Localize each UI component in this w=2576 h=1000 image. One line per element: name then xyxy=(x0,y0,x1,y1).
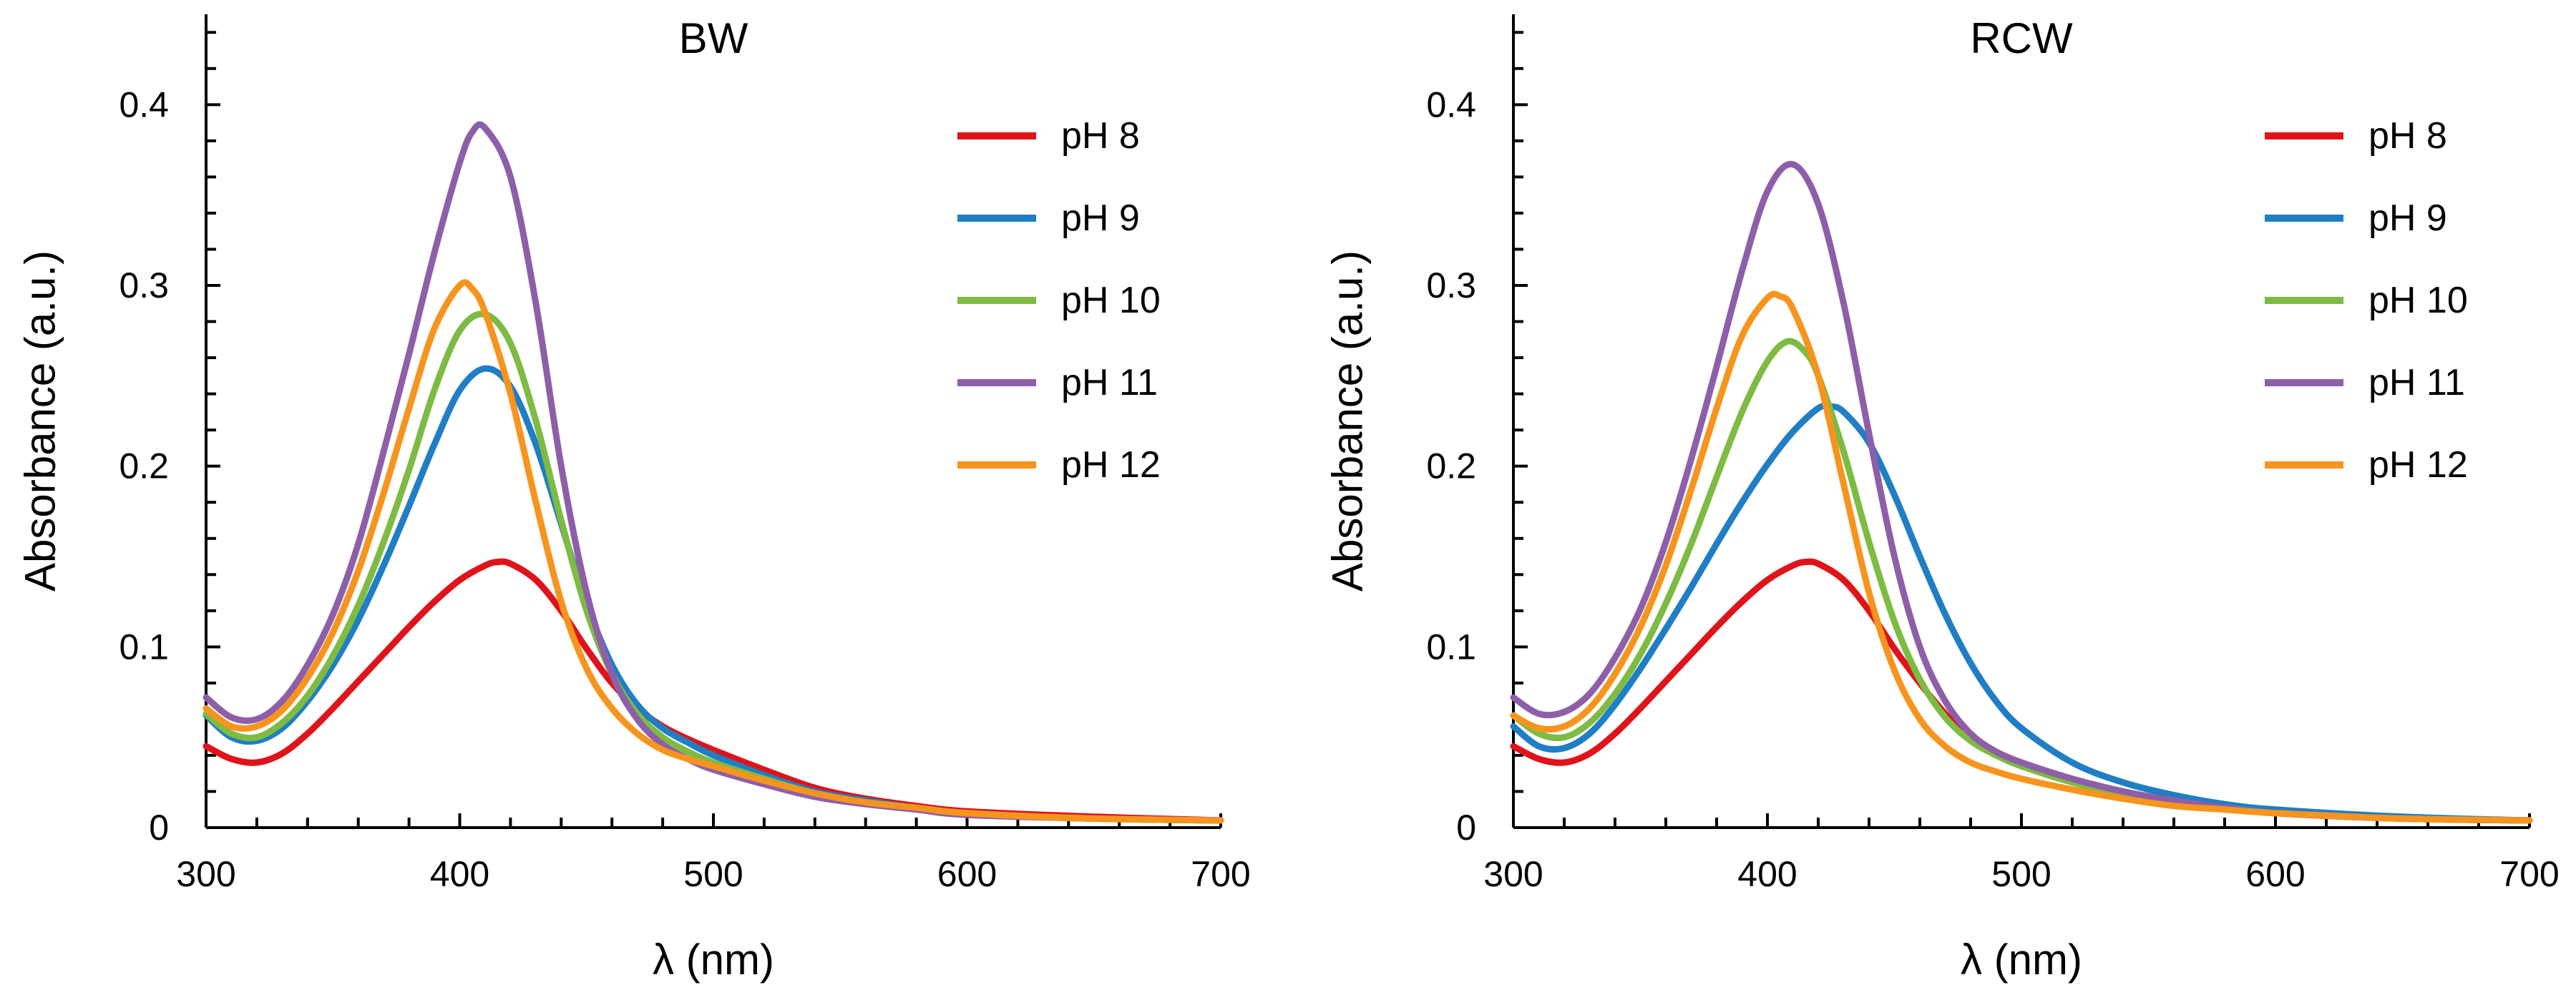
legend-label: pH 9 xyxy=(1061,197,1140,239)
y-tick-label: 0.4 xyxy=(1426,84,1476,124)
series-line-ph12 xyxy=(1510,290,2533,824)
series-line-ph10 xyxy=(1510,338,2533,824)
legend-label: pH 12 xyxy=(2368,444,2468,486)
y-tick-label: 0.1 xyxy=(119,627,169,667)
x-axis-title: λ (nm) xyxy=(1961,936,2082,984)
chart-panel-rcw: 0 0.1 0.2 0.3 0.4 300 400 500 600 700 λ (nm) Absorb… xyxy=(1324,14,2560,984)
y-tick-label: 0.3 xyxy=(119,265,169,305)
x-tick-label: 700 xyxy=(2499,854,2559,894)
chart-title: BW xyxy=(679,14,748,62)
x-tick-label: 500 xyxy=(683,854,743,894)
y-axis-title: Absorbance (a.u.) xyxy=(1324,250,1372,592)
chart-title: RCW xyxy=(1970,14,2073,62)
x-tick-label: 700 xyxy=(1191,854,1250,894)
x-tick-label: 300 xyxy=(1483,854,1543,894)
x-tick-label: 600 xyxy=(937,854,997,894)
x-tick-label: 500 xyxy=(1991,854,2051,894)
series-line-ph12 xyxy=(203,279,1224,824)
x-tick-label: 300 xyxy=(176,854,235,894)
legend-label: pH 10 xyxy=(1061,280,1161,321)
legend-label: pH 10 xyxy=(2368,280,2468,321)
legend-label: pH 9 xyxy=(2368,197,2447,239)
y-tick-label: 0.2 xyxy=(1426,446,1476,486)
legend-label: pH 8 xyxy=(1061,115,1140,157)
x-axis-title: λ (nm) xyxy=(653,936,774,984)
y-tick-label: 0.4 xyxy=(119,84,169,124)
series-line-ph9 xyxy=(203,365,1224,824)
y-tick-label: 0.1 xyxy=(1426,627,1476,667)
legend-label: pH 11 xyxy=(1061,362,1158,403)
legend-label: pH 12 xyxy=(1061,444,1161,486)
x-tick-label: 400 xyxy=(430,854,489,894)
x-tick-label: 400 xyxy=(1737,854,1797,894)
y-axis-title: Absorbance (a.u.) xyxy=(16,250,64,592)
y-tick-label: 0.3 xyxy=(1426,265,1476,305)
chart-panel-bw: 0 0.1 0.2 0.3 0.4 300 400 500 600 700 λ (nm) Absorb… xyxy=(16,14,1251,984)
y-tick-label: 0 xyxy=(1456,808,1476,848)
legend-label: pH 8 xyxy=(2368,115,2447,157)
y-tick-label: 0.2 xyxy=(119,446,169,486)
x-tick-label: 600 xyxy=(2245,854,2305,894)
series-line-ph11 xyxy=(1510,160,2533,824)
y-tick-label: 0 xyxy=(149,808,169,848)
legend-label: pH 11 xyxy=(2368,362,2465,403)
